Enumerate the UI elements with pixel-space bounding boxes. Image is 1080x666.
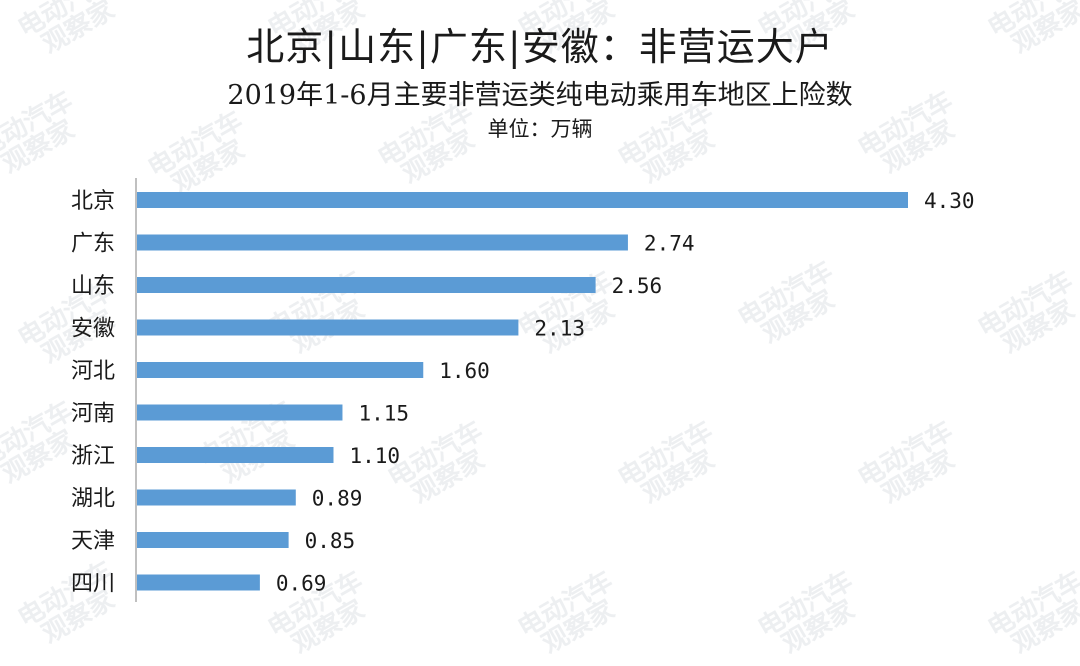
data-label: 1.15	[358, 402, 409, 426]
category-label: 湖北	[71, 487, 115, 512]
chart-title: 北京|山东|广东|安徽：非营运大户	[246, 25, 834, 69]
data-label: 0.89	[312, 487, 363, 511]
unit-label: 单位：万辆	[487, 117, 593, 141]
category-label: 天津	[71, 529, 115, 554]
bar	[137, 404, 343, 421]
category-label: 四川	[71, 572, 115, 597]
data-label: 2.74	[644, 232, 695, 256]
chart-subtitle: 2019年1-6月主要非营运类纯电动乘用车地区上险数	[227, 80, 853, 111]
data-label: 1.60	[439, 359, 490, 383]
bar-chart: 北京 4.30 广东 2.74 山东 2.56 安徽 2.13 河北 1.60 河南 1.15 浙江 1.…	[71, 178, 975, 602]
data-label: 4.30	[924, 189, 975, 213]
data-label: 0.85	[305, 529, 356, 553]
bar	[137, 489, 296, 506]
bar	[137, 277, 596, 293]
category-label: 北京	[71, 189, 115, 214]
bar	[137, 234, 628, 251]
category-label: 安徽	[71, 317, 115, 342]
data-label: 2.56	[612, 274, 663, 298]
data-label: 1.10	[349, 444, 400, 468]
category-label: 河南	[71, 402, 115, 427]
bar	[137, 192, 908, 208]
category-label: 山东	[71, 274, 115, 299]
bar	[137, 447, 334, 463]
data-label: 2.13	[534, 317, 585, 341]
bar	[137, 574, 260, 591]
data-label: 0.69	[276, 572, 327, 596]
category-label: 浙江	[71, 444, 115, 469]
bar	[137, 319, 519, 336]
bar	[137, 362, 424, 378]
category-label: 河北	[71, 359, 115, 384]
category-label: 广东	[71, 232, 115, 257]
bar	[137, 532, 289, 548]
